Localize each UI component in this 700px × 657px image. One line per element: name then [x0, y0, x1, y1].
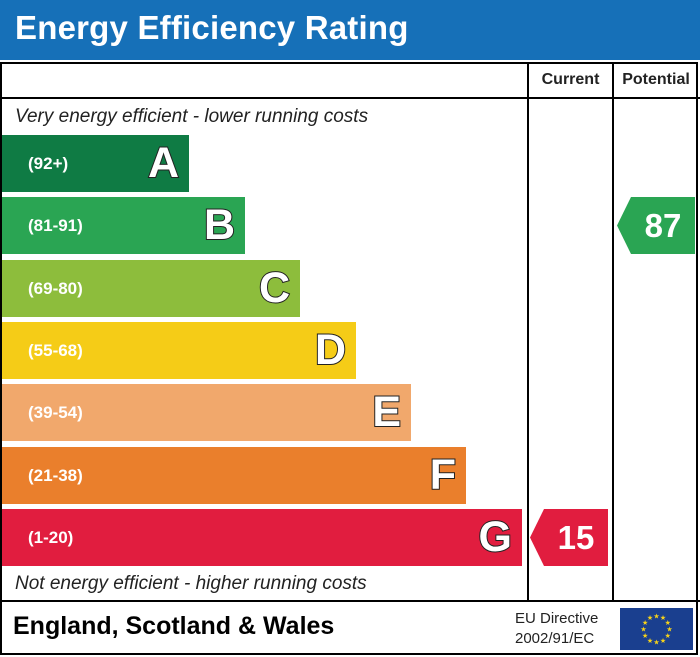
- eu-star-icon: ★: [642, 632, 648, 640]
- rating-frame: [0, 62, 698, 655]
- eu-star-icon: ★: [647, 637, 653, 645]
- band-g: (1-20) G: [2, 509, 522, 566]
- current-arrow-fill: [530, 509, 608, 566]
- eu-directive-line2: 2002/91/EC: [515, 630, 595, 647]
- band-letter-label: A: [147, 138, 180, 188]
- band-b: (81-91) B: [2, 197, 245, 254]
- band-d: (55-68) D: [2, 322, 356, 379]
- header-rule: [0, 97, 700, 99]
- band-range-label: (39-54): [28, 403, 83, 422]
- caption-top: Very energy efficient - lower running co…: [15, 106, 369, 127]
- band-f: (21-38) F: [2, 447, 466, 504]
- column-current-header: Current: [541, 71, 600, 88]
- band-e: (39-54) E: [2, 384, 411, 441]
- band-range-label: (69-80): [28, 279, 83, 298]
- divider-current: [527, 62, 529, 602]
- current-rating-value: 15: [557, 519, 595, 556]
- eu-star-icon: ★: [665, 632, 671, 640]
- eu-star-icon: ★: [660, 614, 666, 622]
- eu-directive: EU Directive 2002/91/EC: [515, 609, 598, 649]
- current-arrow-shape: [530, 509, 608, 566]
- eu-star-icon: ★: [665, 619, 671, 627]
- band-range-label: (1-20): [28, 528, 74, 547]
- eu-star-icon: ★: [660, 637, 666, 645]
- potential-rating-value: 87: [644, 207, 682, 244]
- divider-potential: [612, 62, 614, 602]
- column-potential-header: Potential: [622, 71, 690, 88]
- band-letter-label: C: [258, 263, 291, 313]
- caption-bottom: Not energy efficient - higher running co…: [15, 573, 367, 594]
- band-letter-label: B: [203, 200, 236, 250]
- band-range-label: (92+): [28, 154, 69, 173]
- band-letter-label: G: [478, 512, 513, 562]
- eu-directive-line1: EU Directive: [515, 610, 599, 627]
- eu-star-icon: ★: [653, 613, 659, 621]
- page-title: Energy Efficiency Rating: [15, 9, 409, 46]
- eu-star-icon: ★: [642, 619, 648, 627]
- potential-arrow-shape: [617, 197, 695, 254]
- band-letter-label: F: [429, 450, 457, 500]
- eu-star-icon: ★: [647, 614, 653, 622]
- band-letter-label: E: [371, 387, 402, 437]
- eu-star-icon: ★: [640, 626, 646, 634]
- footer-rule: [0, 600, 700, 602]
- potential-rating-indicator: 87: [617, 197, 695, 254]
- band-range-label: (21-38): [28, 466, 83, 485]
- band-range-label: (55-68): [28, 341, 83, 360]
- header-bar: Energy Efficiency Rating: [0, 0, 700, 60]
- eu-star-icon: ★: [666, 626, 672, 634]
- eu-flag-icon: ★ ★ ★ ★ ★ ★ ★ ★ ★ ★ ★ ★: [620, 608, 693, 650]
- region-label: England, Scotland & Wales: [13, 612, 335, 640]
- eu-star-icon: ★: [653, 639, 659, 647]
- potential-arrow-fill: [617, 197, 695, 254]
- current-rating-indicator: 15: [530, 509, 608, 566]
- band-letter-label: D: [314, 325, 347, 375]
- band-a: (92+) A: [2, 135, 189, 192]
- band-range-label: (81-91): [28, 216, 83, 235]
- band-c: (69-80) C: [2, 260, 300, 317]
